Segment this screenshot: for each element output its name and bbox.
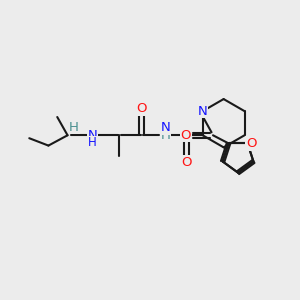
Text: O: O <box>136 102 146 115</box>
Text: N: N <box>198 105 208 118</box>
Text: N: N <box>88 129 98 142</box>
Text: O: O <box>246 137 256 150</box>
Text: H: H <box>88 136 97 149</box>
Text: N: N <box>160 122 170 134</box>
Text: H: H <box>160 129 170 142</box>
Text: H: H <box>69 121 79 134</box>
Text: O: O <box>180 129 191 142</box>
Text: O: O <box>181 156 192 169</box>
